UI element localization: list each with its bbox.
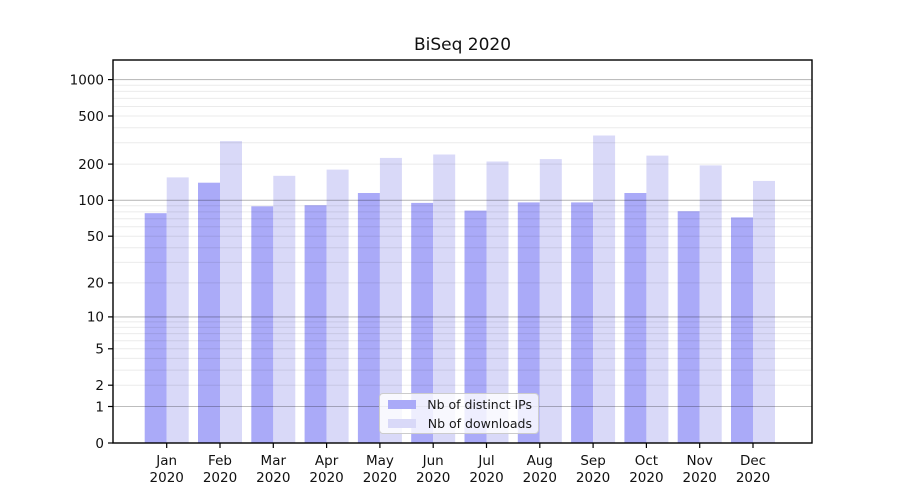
y-tick-label: 20 (87, 276, 104, 292)
bar-sep-distinct-ips (571, 202, 594, 443)
bar-may-downloads (379, 157, 402, 443)
x-tick-label-year: 2020 (736, 470, 770, 486)
legend-label-downloads: Nb of downloads (427, 415, 532, 431)
bar-jun-distinct-ips (411, 202, 434, 443)
bar-feb-downloads (220, 141, 242, 443)
legend-item-distinct-ips: Nb of distinct IPs (386, 396, 532, 412)
x-tick-label-month: Apr (315, 453, 339, 469)
x-tick-label-year: 2020 (363, 470, 397, 486)
x-tick-label-month: Dec (740, 453, 766, 469)
bar-jul-distinct-ips (464, 210, 487, 443)
bar-sep-downloads (593, 135, 616, 443)
y-tick-label: 50 (87, 229, 104, 245)
bar-jul-downloads (486, 161, 509, 443)
bars-layer (144, 135, 775, 444)
legend: Nb of distinct IPs Nb of downloads (379, 393, 539, 434)
x-tick-label-month: Feb (208, 453, 232, 469)
x-tick-label-month: Oct (635, 453, 658, 469)
x-tick-label-year: 2020 (629, 470, 663, 486)
bar-oct-downloads (646, 155, 669, 443)
x-tick-label-month: Jul (477, 453, 494, 469)
legend-swatch-downloads (388, 418, 416, 428)
plot-frame (112, 59, 813, 444)
legend-swatch-distinct-ips (388, 399, 416, 409)
x-tick-label-year: 2020 (576, 470, 610, 486)
bar-apr-downloads (326, 169, 349, 443)
bar-may-distinct-ips (357, 193, 380, 443)
bar-nov-distinct-ips (677, 211, 700, 443)
x-tick-label-year: 2020 (150, 470, 184, 486)
legend-label-distinct-ips: Nb of distinct IPs (427, 396, 532, 412)
y-tick-label: 2 (95, 378, 104, 394)
x-axis-layer: Jan2020Feb2020Mar2020Apr2020May2020Jun20… (150, 443, 770, 486)
y-tick-label: 500 (78, 109, 104, 125)
bar-mar-downloads (273, 175, 296, 444)
x-tick-label-month: May (366, 453, 394, 469)
x-tick-label-year: 2020 (256, 470, 290, 486)
y-tick-label: 200 (78, 157, 104, 173)
bar-oct-distinct-ips (624, 193, 647, 443)
x-tick-label-year: 2020 (203, 470, 237, 486)
bar-jun-downloads (433, 154, 456, 443)
x-tick-label-month: Aug (527, 453, 553, 469)
chart-title: BiSeq 2020 (413, 35, 512, 55)
y-tick-label: 10 (87, 310, 104, 326)
x-tick-label-month: Sep (580, 453, 605, 469)
bar-jan-distinct-ips (144, 213, 167, 443)
x-tick-label-year: 2020 (309, 470, 343, 486)
bar-apr-distinct-ips (304, 205, 327, 443)
y-tick-label: 5 (95, 342, 104, 358)
x-tick-label-year: 2020 (416, 470, 450, 486)
y-tick-label: 1000 (70, 72, 104, 88)
bar-mar-distinct-ips (251, 206, 274, 443)
bar-jan-downloads (166, 177, 189, 443)
bar-dec-distinct-ips (731, 217, 753, 443)
gridlines-layer (113, 79, 812, 408)
x-tick-label-month: Jan (155, 453, 177, 469)
x-tick-label-year: 2020 (469, 470, 503, 486)
x-tick-label-year: 2020 (523, 470, 557, 486)
plot-frame-layer (112, 59, 813, 444)
bar-dec-downloads (753, 180, 775, 443)
bar-aug-downloads (539, 159, 562, 443)
x-tick-label-year: 2020 (683, 470, 717, 486)
bar-aug-distinct-ips (517, 202, 540, 443)
bar-feb-distinct-ips (198, 182, 220, 443)
x-tick-label-month: Mar (261, 453, 287, 469)
bar-nov-downloads (699, 165, 722, 443)
y-axis-layer: 0 1 2 5 10 20 50 100 200 500 1000 (70, 72, 113, 452)
x-tick-label-month: Nov (687, 453, 713, 469)
legend-item-downloads: Nb of downloads (386, 415, 532, 431)
y-tick-label: 100 (78, 193, 104, 209)
x-tick-label-month: Jun (422, 453, 444, 469)
y-tick-label: 1 (95, 399, 104, 415)
y-tick-label: 0 (95, 436, 104, 452)
